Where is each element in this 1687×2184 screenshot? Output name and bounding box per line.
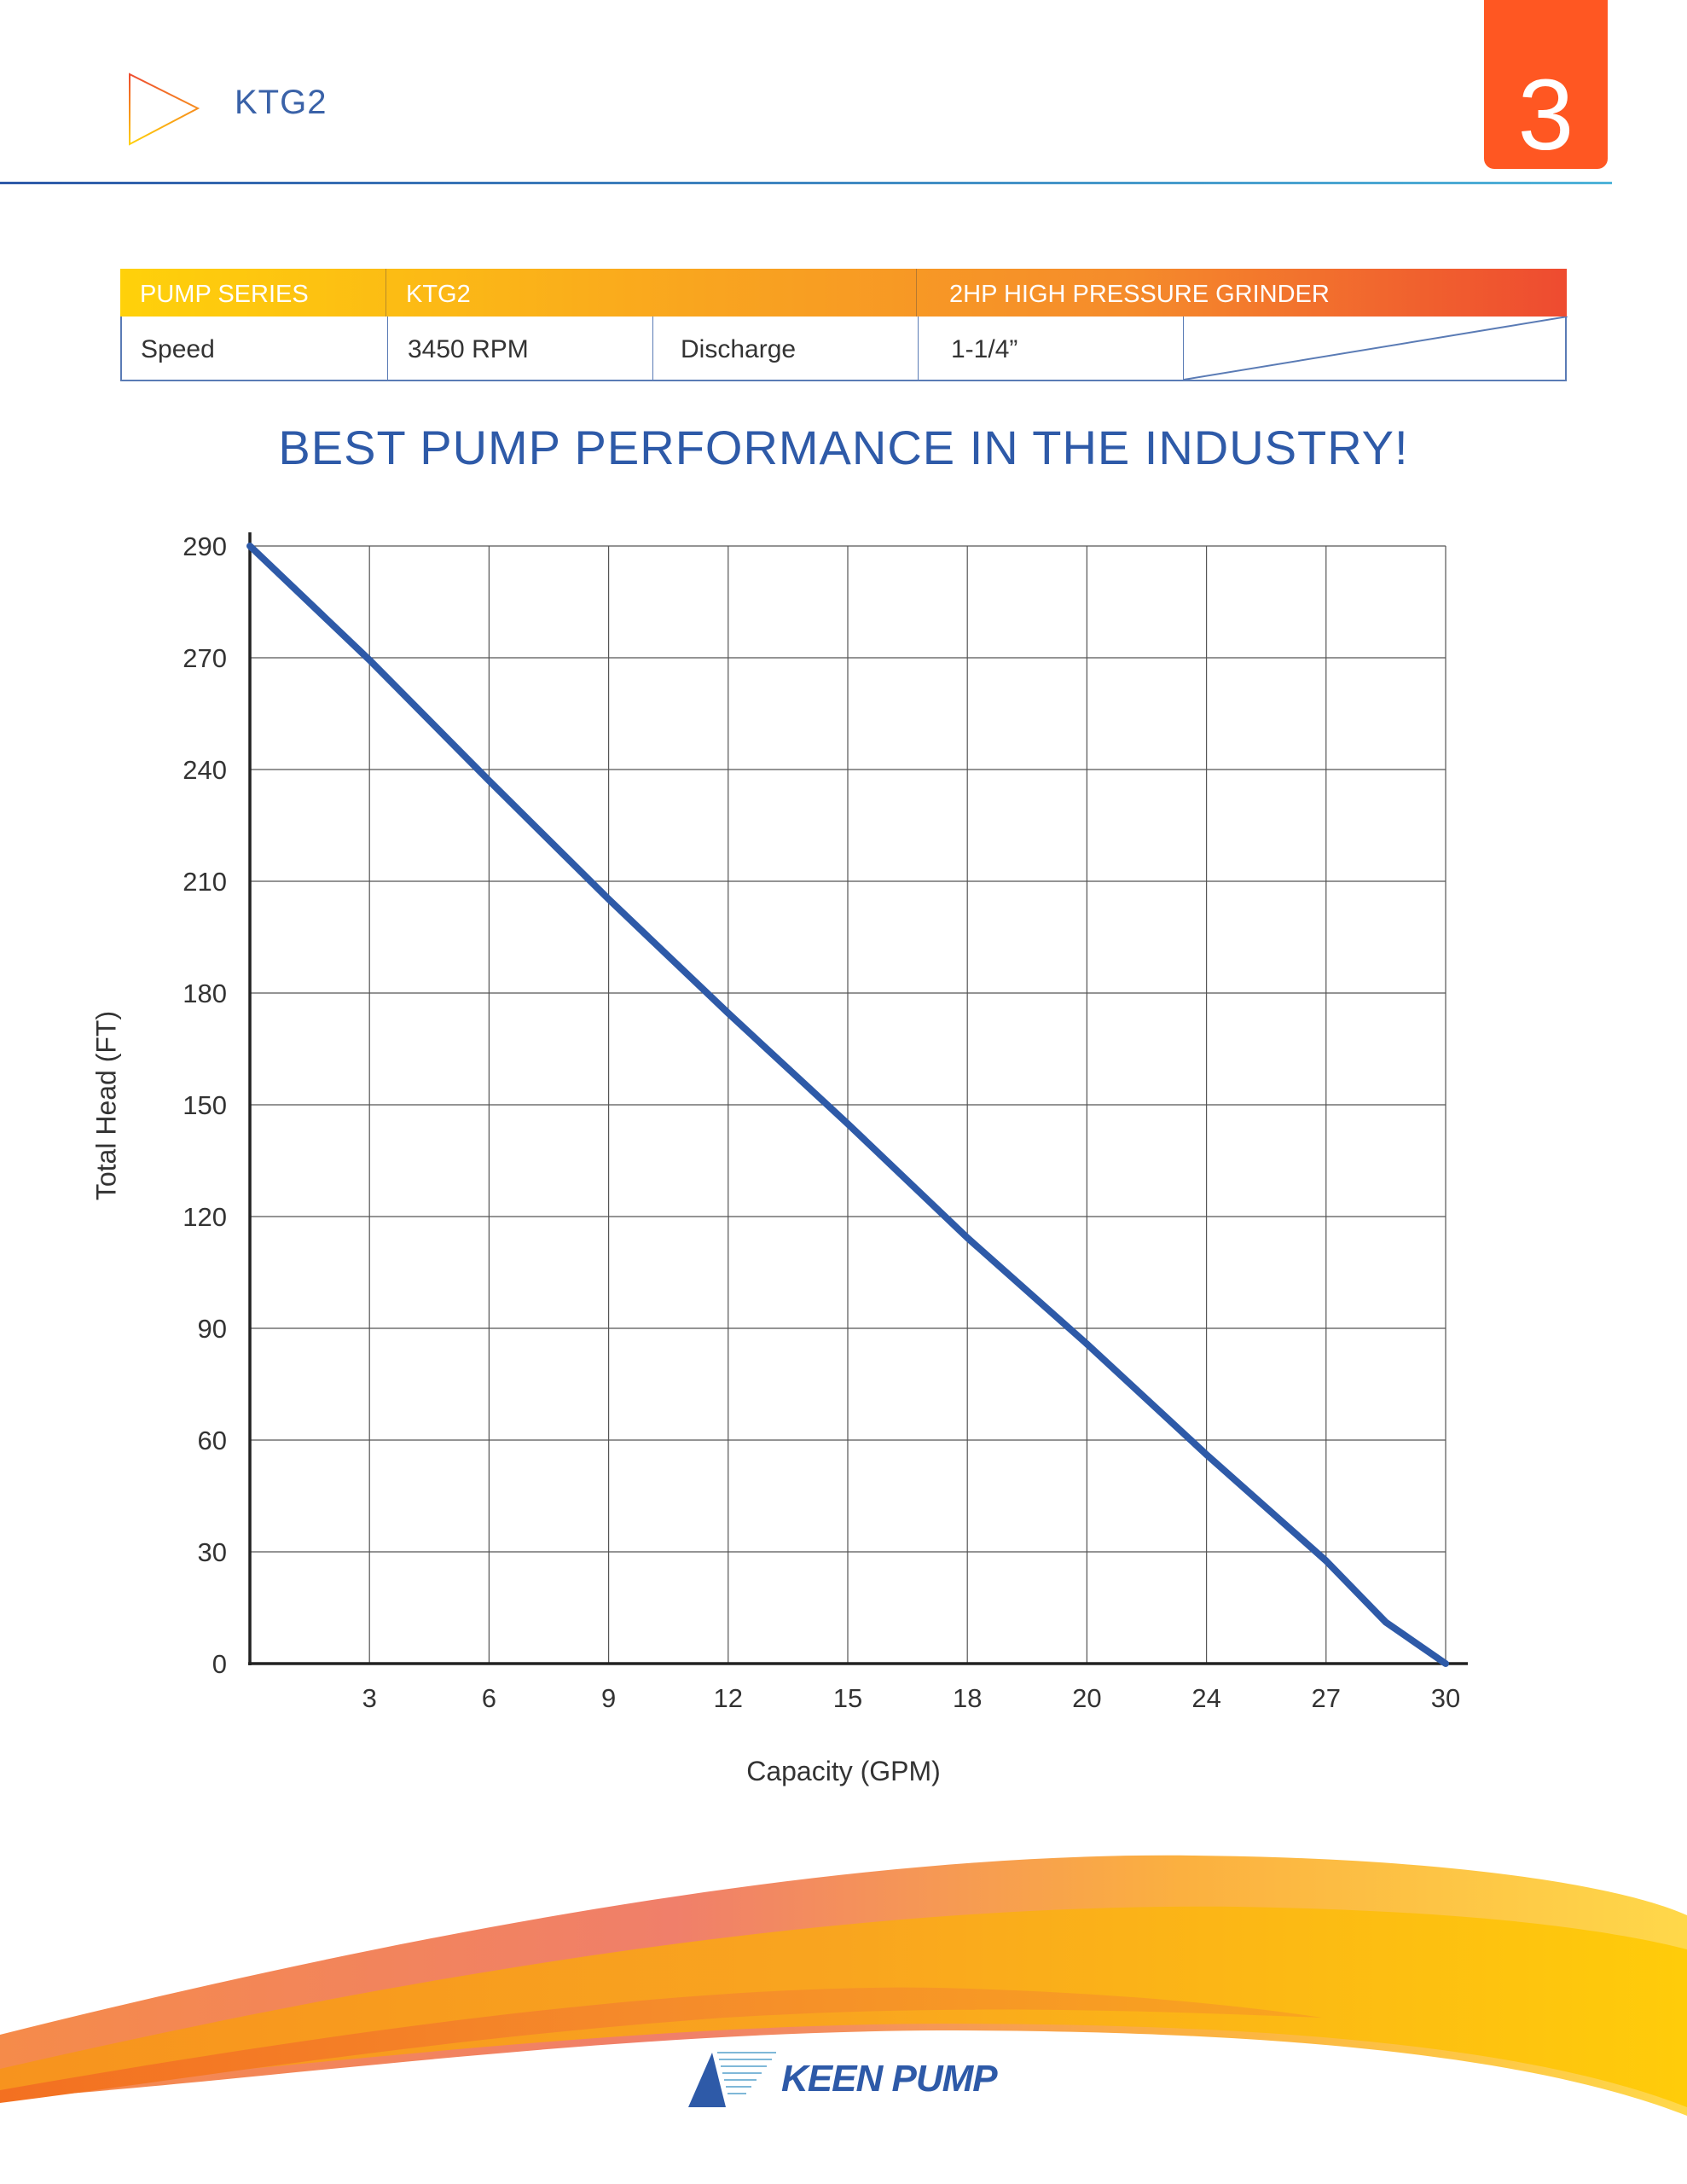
y-tick-label: 180	[183, 979, 227, 1008]
y-tick-label: 30	[198, 1537, 227, 1567]
header-cell-model: KTG2	[386, 269, 916, 317]
x-tick-label: 27	[1312, 1683, 1341, 1713]
x-tick-label: 30	[1431, 1683, 1460, 1713]
performance-chart: 0 30 60 90 120 150 180 210 240 270 290 3 6 9 12 15 18 20 2…	[183, 531, 1468, 1713]
y-tick-label: 290	[183, 531, 227, 561]
keen-pump-logo-icon	[688, 2052, 776, 2107]
header-cell-description: 2HP HIGH PRESSURE GRINDER	[916, 269, 1567, 317]
y-tick-label: 90	[198, 1314, 227, 1344]
x-axis-label: Capacity (GPM)	[746, 1756, 941, 1786]
x-tick-label: 18	[953, 1683, 982, 1713]
footer-wave	[0, 1855, 1687, 2116]
x-tick-label: 24	[1191, 1683, 1220, 1713]
header-divider	[0, 182, 1612, 184]
headline: BEST PUMP PERFORMANCE IN THE INDUSTRY!	[278, 421, 1409, 474]
x-tick-label: 20	[1072, 1683, 1101, 1713]
x-tick-label: 15	[833, 1683, 862, 1713]
y-tick-label: 150	[183, 1090, 227, 1120]
performance-curve	[246, 543, 1449, 1667]
brand-triangle-icon	[129, 73, 200, 146]
y-axis-label: Total Head (FT)	[90, 1010, 122, 1201]
brand-title: KTG2	[235, 84, 328, 121]
spec-table-row: Speed 3450 RPM Discharge 1-1/4”	[120, 316, 1568, 381]
diagonal-strike	[1183, 316, 1568, 380]
discharge-value: 1-1/4”	[918, 317, 1183, 380]
empty-cell	[1183, 316, 1568, 380]
y-tick-label: 120	[183, 1202, 227, 1232]
y-tick-label: 60	[198, 1426, 227, 1455]
y-tick-label: 0	[212, 1649, 227, 1679]
footer-brand-name: KEEN PUMP	[781, 2058, 998, 2100]
discharge-label: Discharge	[652, 317, 918, 380]
speed-label: Speed	[120, 317, 387, 380]
y-tick-label: 210	[183, 867, 227, 897]
x-tick-label: 9	[601, 1683, 616, 1713]
speed-value: 3450 RPM	[387, 317, 652, 380]
x-tick-label: 3	[362, 1683, 377, 1713]
footer-logo: KEEN PUMP	[687, 2049, 998, 2109]
page-number-badge: 3	[1484, 0, 1608, 171]
x-tick-label: 12	[714, 1683, 743, 1713]
y-tick-label: 270	[183, 643, 227, 673]
y-tick-label: 240	[183, 755, 227, 785]
spec-table-header: PUMP SERIES KTG2 2HP HIGH PRESSURE GRIND…	[120, 269, 1567, 317]
x-tick-label: 6	[482, 1683, 496, 1713]
header-cell-pump-series: PUMP SERIES	[140, 281, 309, 308]
